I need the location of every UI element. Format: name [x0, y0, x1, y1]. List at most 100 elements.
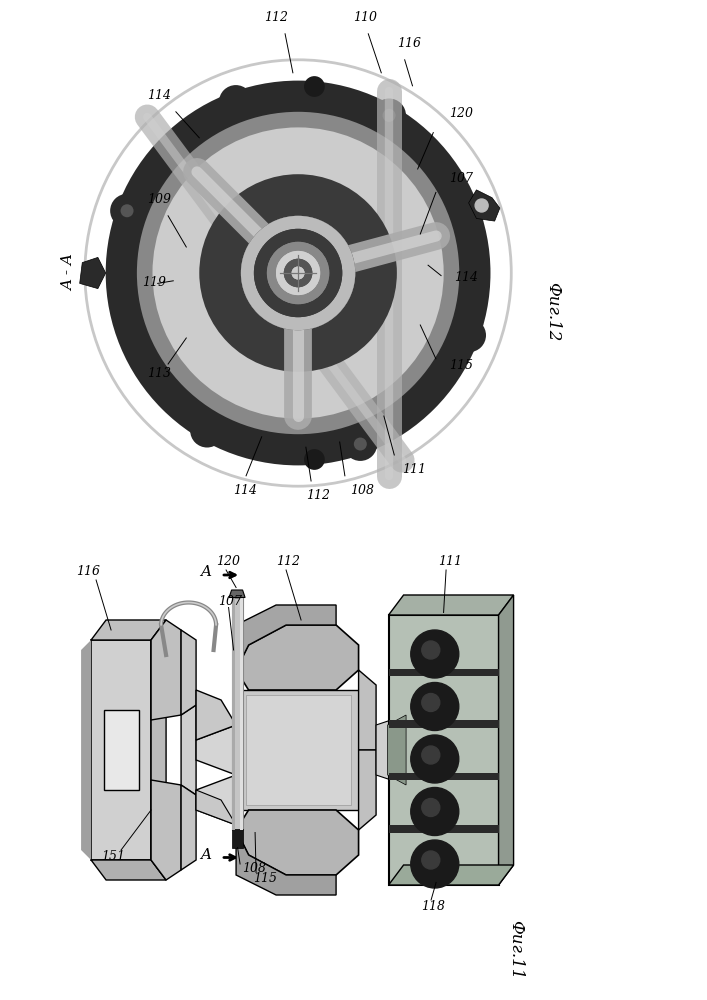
Polygon shape [181, 630, 196, 715]
Circle shape [190, 414, 224, 448]
Circle shape [422, 746, 440, 764]
Text: 107: 107 [449, 172, 473, 185]
Polygon shape [236, 830, 336, 895]
Polygon shape [389, 865, 513, 885]
Text: 108: 108 [350, 484, 374, 497]
Text: 107: 107 [218, 595, 243, 608]
Circle shape [411, 735, 459, 783]
Text: 112: 112 [276, 555, 300, 568]
Text: 112: 112 [264, 11, 288, 24]
Circle shape [284, 259, 312, 287]
Circle shape [382, 109, 396, 122]
Text: A: A [200, 565, 211, 579]
Polygon shape [376, 720, 391, 780]
Circle shape [411, 630, 459, 678]
Text: 113: 113 [147, 367, 171, 380]
Text: 108: 108 [242, 862, 266, 876]
Polygon shape [358, 750, 376, 830]
Circle shape [121, 204, 134, 217]
Polygon shape [181, 705, 196, 795]
Polygon shape [229, 590, 245, 597]
Circle shape [411, 788, 459, 836]
Circle shape [153, 127, 444, 419]
Circle shape [372, 98, 406, 132]
Circle shape [304, 449, 325, 470]
Circle shape [422, 798, 440, 816]
Text: 114: 114 [454, 271, 478, 284]
Polygon shape [387, 715, 406, 785]
Bar [389, 720, 498, 728]
Text: 111: 111 [402, 463, 426, 476]
Circle shape [411, 840, 459, 888]
Polygon shape [498, 595, 513, 885]
Polygon shape [181, 785, 196, 870]
Text: 115: 115 [449, 359, 473, 372]
Text: 114: 114 [233, 484, 257, 497]
Circle shape [452, 318, 486, 352]
Polygon shape [151, 620, 181, 720]
Circle shape [254, 229, 342, 317]
Text: 110: 110 [353, 11, 377, 24]
Circle shape [284, 259, 312, 287]
Polygon shape [469, 190, 500, 221]
Bar [240, 597, 243, 830]
Circle shape [304, 76, 325, 97]
Circle shape [267, 242, 329, 304]
Bar [389, 615, 498, 885]
Polygon shape [196, 790, 236, 825]
Text: 115: 115 [254, 872, 278, 886]
Text: 109: 109 [147, 193, 171, 206]
Circle shape [291, 266, 305, 279]
Circle shape [422, 851, 440, 869]
Text: 116: 116 [397, 37, 421, 50]
Circle shape [254, 229, 342, 317]
Bar [232, 597, 235, 830]
Circle shape [344, 427, 378, 461]
Circle shape [291, 266, 305, 279]
Polygon shape [80, 257, 105, 289]
Bar [236, 690, 358, 810]
Polygon shape [196, 775, 236, 825]
Text: Фиг.11: Фиг.11 [508, 920, 525, 980]
Text: 119: 119 [142, 276, 166, 289]
Circle shape [241, 216, 356, 330]
Polygon shape [91, 620, 166, 640]
Circle shape [276, 251, 320, 295]
Polygon shape [104, 710, 139, 790]
Polygon shape [236, 810, 358, 875]
Circle shape [475, 199, 488, 212]
Text: 120: 120 [449, 107, 473, 120]
Text: 116: 116 [76, 565, 100, 578]
Circle shape [422, 641, 440, 659]
Circle shape [110, 194, 144, 228]
Bar [389, 825, 498, 832]
Bar [232, 597, 243, 830]
Text: A: A [200, 848, 211, 862]
Circle shape [137, 112, 460, 434]
Polygon shape [196, 725, 236, 775]
Bar [232, 828, 243, 848]
Text: 120: 120 [216, 555, 240, 568]
Text: 114: 114 [147, 89, 171, 102]
Circle shape [411, 682, 459, 730]
Circle shape [354, 438, 367, 451]
Text: A - A: A - A [62, 255, 76, 291]
Polygon shape [151, 780, 181, 880]
Polygon shape [81, 640, 91, 860]
Polygon shape [389, 595, 513, 615]
Polygon shape [151, 620, 166, 880]
Circle shape [267, 242, 329, 304]
Polygon shape [196, 690, 236, 740]
Bar [389, 772, 498, 780]
Polygon shape [91, 860, 166, 880]
Bar [246, 695, 351, 805]
Circle shape [199, 174, 397, 372]
Polygon shape [236, 625, 358, 690]
Circle shape [422, 694, 440, 712]
Text: 112: 112 [306, 489, 330, 502]
Text: 118: 118 [421, 900, 445, 913]
Circle shape [219, 85, 252, 119]
Polygon shape [358, 670, 376, 750]
Text: 111: 111 [438, 555, 462, 568]
Bar [389, 668, 498, 676]
